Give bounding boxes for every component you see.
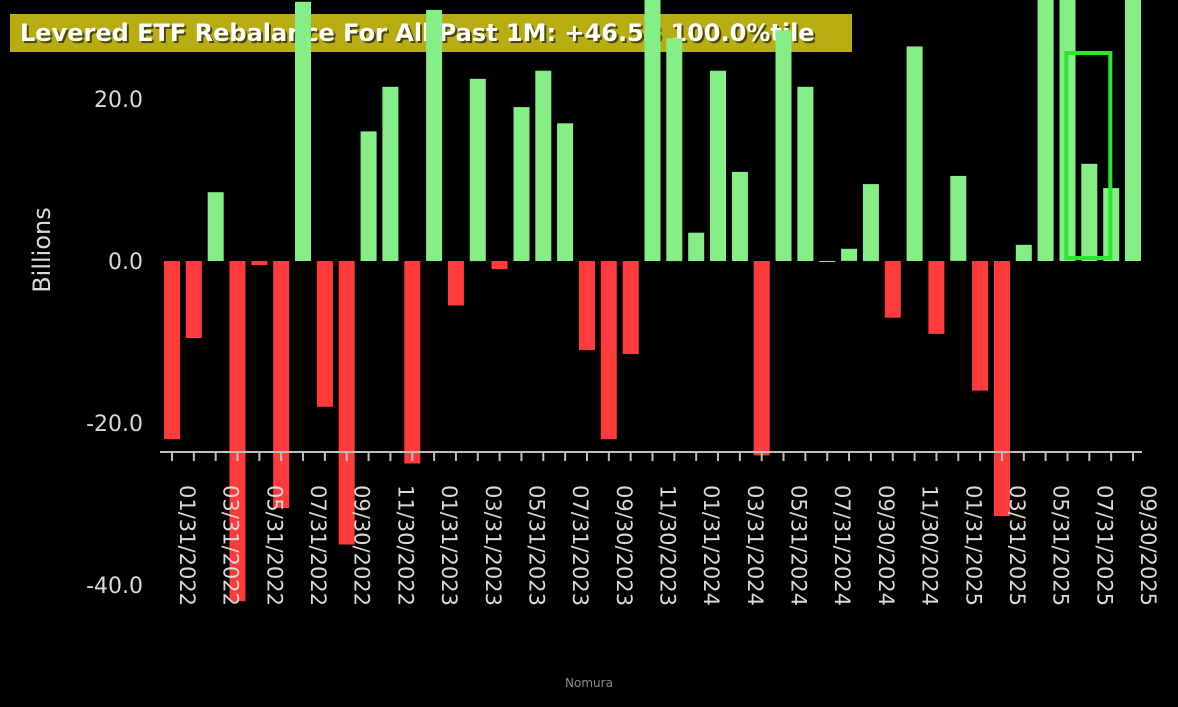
x-tick-label: 01/31/2022 xyxy=(175,485,199,606)
x-tick-label: 01/31/2025 xyxy=(961,485,985,606)
bar xyxy=(1037,0,1054,261)
bar xyxy=(491,261,508,270)
bar xyxy=(164,261,180,440)
bar xyxy=(1081,163,1098,261)
bar xyxy=(600,261,617,440)
x-tick-label: 03/31/2023 xyxy=(481,485,505,606)
bar xyxy=(731,171,748,261)
x-tick-label: 11/30/2023 xyxy=(656,485,680,606)
x-tick-label: 09/30/2025 xyxy=(1136,485,1160,606)
y-tick-label: -40.0 xyxy=(86,574,143,599)
x-tick-label: 09/30/2022 xyxy=(350,485,374,606)
bar xyxy=(535,70,552,261)
x-tick-label: 11/30/2024 xyxy=(918,485,942,606)
y-axis-label: Billions xyxy=(28,207,56,293)
x-tick-label: 07/31/2022 xyxy=(306,485,330,606)
bar xyxy=(906,46,923,262)
bar xyxy=(994,261,1010,517)
bar xyxy=(382,86,399,261)
bar xyxy=(928,261,945,334)
x-tick-label: 01/31/2024 xyxy=(699,485,723,606)
x-tick-label: 07/31/2024 xyxy=(830,485,854,606)
bar xyxy=(972,261,989,391)
bar xyxy=(644,0,661,261)
x-tick-label: 09/30/2023 xyxy=(612,485,636,606)
bar xyxy=(185,261,202,338)
bar xyxy=(862,184,879,262)
x-tick-label: 07/31/2023 xyxy=(568,485,592,606)
highlight-box xyxy=(1064,51,1113,260)
x-tick-label: 01/31/2023 xyxy=(437,485,461,606)
bar xyxy=(447,261,464,306)
x-tick-label: 05/31/2022 xyxy=(262,485,286,606)
bar xyxy=(426,9,443,262)
x-tick-label: 05/31/2024 xyxy=(787,485,811,606)
bar xyxy=(469,78,486,262)
x-tick-label: 03/31/2022 xyxy=(219,485,243,606)
x-tick-label: 05/31/2023 xyxy=(525,485,549,606)
x-tick-label: 11/30/2022 xyxy=(393,485,417,606)
bar xyxy=(753,261,770,456)
bar xyxy=(1125,0,1141,262)
bar xyxy=(666,38,683,262)
source-label: Nomura xyxy=(565,676,613,690)
x-tick-label: 07/31/2025 xyxy=(1092,485,1116,606)
y-tick-label: 20.0 xyxy=(94,88,143,113)
y-tick-label: 0.0 xyxy=(108,250,143,275)
bar xyxy=(513,107,530,261)
bar xyxy=(251,261,268,265)
bar xyxy=(688,232,705,261)
bar xyxy=(229,261,246,602)
bar xyxy=(710,70,726,261)
bar xyxy=(797,86,814,261)
x-tick-label: 03/31/2025 xyxy=(1005,485,1029,606)
bar xyxy=(273,261,290,508)
bar xyxy=(557,123,574,261)
bar xyxy=(884,261,901,318)
bar xyxy=(207,192,224,261)
bar xyxy=(841,248,858,261)
bar xyxy=(360,131,377,261)
bar xyxy=(819,261,836,262)
bar xyxy=(775,30,792,262)
bar xyxy=(404,261,421,464)
bar xyxy=(950,175,967,261)
bar xyxy=(579,261,595,351)
y-tick-label: -20.0 xyxy=(86,412,143,437)
bar xyxy=(622,261,639,355)
bar xyxy=(1015,244,1032,261)
bar xyxy=(338,261,355,545)
bar xyxy=(295,1,311,262)
x-tick-label: 05/31/2025 xyxy=(1049,485,1073,606)
x-tick-label: 09/30/2024 xyxy=(874,485,898,606)
x-tick-label: 03/31/2024 xyxy=(743,485,767,606)
bar xyxy=(316,261,333,407)
